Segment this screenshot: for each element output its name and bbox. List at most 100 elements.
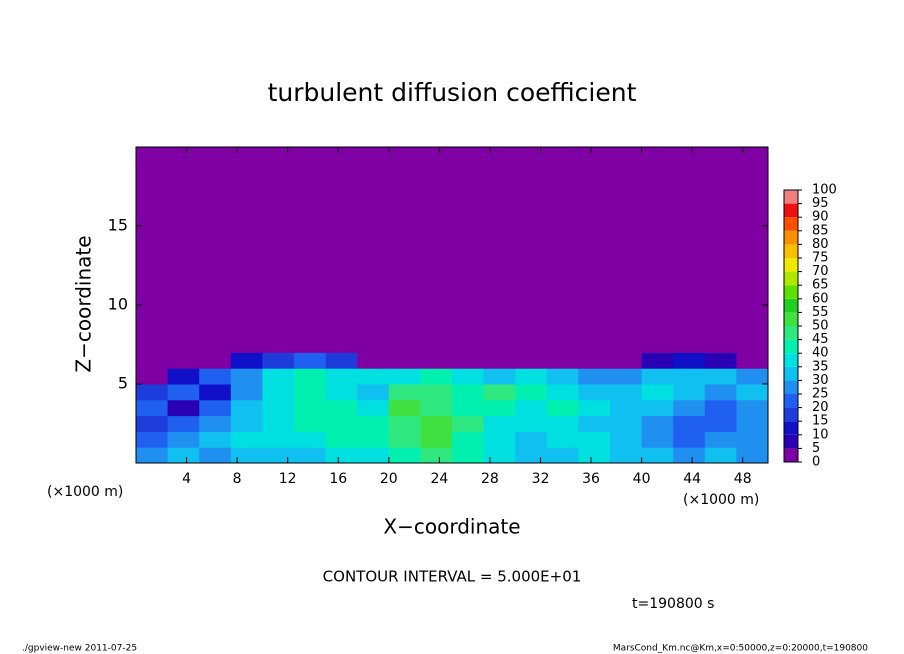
field-cell	[515, 447, 548, 464]
x-tick-label: 28	[481, 471, 499, 487]
field-cell	[420, 447, 453, 464]
field-cell	[136, 352, 169, 369]
field-cell	[704, 147, 737, 353]
field-cell	[325, 431, 358, 448]
colorbar-label: 25	[812, 387, 829, 402]
field-cell	[357, 399, 390, 417]
colorbar-label: 40	[812, 346, 829, 361]
field-cell	[262, 399, 295, 417]
field-cell	[452, 415, 485, 432]
field-cell	[136, 431, 169, 448]
field-cell	[294, 431, 327, 448]
time-label: t=190800 s	[632, 596, 714, 612]
colorbar-swatch	[784, 366, 798, 381]
field-cell	[167, 399, 200, 417]
footer-left: ./gpview-new 2011-07-25	[22, 644, 137, 654]
field-cell	[199, 384, 232, 401]
field-cell	[546, 384, 579, 401]
field-cell	[515, 415, 548, 432]
colorbar-swatch	[784, 217, 798, 231]
x-tick-label: 8	[233, 471, 242, 487]
field-cell	[420, 431, 453, 448]
field-cell	[546, 352, 579, 369]
x-tick-label: 24	[430, 471, 448, 487]
colorbar-swatch	[784, 244, 798, 258]
field-cell	[641, 431, 674, 448]
field-cell	[641, 399, 674, 417]
colorbar-swatch	[784, 285, 798, 299]
field-cell	[704, 415, 737, 432]
field-cell	[199, 147, 232, 353]
field-cell	[578, 399, 611, 417]
field-cell	[483, 447, 516, 464]
field-cell	[325, 447, 358, 464]
field-cell	[262, 384, 295, 401]
field-cell	[357, 384, 390, 401]
y-tick-label: 5	[118, 374, 128, 393]
colorbar-label: 55	[812, 305, 829, 320]
field-cell	[167, 431, 200, 448]
colorbar-label: 5	[812, 441, 820, 456]
field-cell	[515, 352, 548, 369]
field-cell	[262, 147, 295, 353]
field-cell	[199, 415, 232, 432]
field-cell	[515, 384, 548, 401]
chart-title: turbulent diffusion coefficient	[268, 78, 637, 107]
field-cell	[483, 147, 516, 353]
field-cell	[230, 368, 263, 385]
field-cell	[673, 431, 706, 448]
field-cell	[673, 352, 706, 369]
field-cell	[610, 147, 643, 353]
field-cell	[610, 415, 643, 432]
field-cell	[673, 399, 706, 417]
colorbar-swatch	[784, 407, 798, 422]
field-cell	[546, 431, 579, 448]
field-cell	[610, 368, 643, 385]
field-cell	[294, 352, 327, 369]
field-cell	[388, 431, 421, 448]
x-tick-label: 16	[329, 471, 347, 487]
field-cell	[325, 147, 358, 353]
field-cell	[199, 431, 232, 448]
field-cell	[546, 399, 579, 417]
field-cell	[673, 415, 706, 432]
field-cell	[736, 147, 769, 353]
x-tick-label: 4	[182, 471, 191, 487]
colorbar-label: 70	[812, 264, 829, 279]
field-cell	[167, 368, 200, 385]
field-cell	[262, 415, 295, 432]
field-cell	[388, 399, 421, 417]
field-cell	[452, 352, 485, 369]
field-cell	[357, 447, 390, 464]
field-cell	[420, 368, 453, 385]
field-cell	[610, 384, 643, 401]
colorbar-swatch	[784, 421, 798, 435]
colorbar-swatch	[784, 353, 798, 367]
field-cell	[230, 399, 263, 417]
colorbar-label: 20	[812, 400, 829, 415]
field-cell	[736, 352, 769, 369]
field-cell	[546, 368, 579, 385]
field-cell	[610, 447, 643, 464]
colorbar-label: 85	[812, 223, 829, 238]
colorbar-label: 90	[812, 210, 829, 225]
y-unit: (×1000 m)	[47, 484, 123, 500]
colorbar-label: 60	[812, 291, 829, 306]
colorbar-label: 50	[812, 319, 829, 334]
field-cell	[641, 447, 674, 464]
field-cell	[515, 147, 548, 353]
field-cell	[483, 384, 516, 401]
colorbar-swatch	[784, 203, 798, 218]
field-cell	[388, 447, 421, 464]
colorbar-swatch	[784, 326, 798, 340]
field-cell	[704, 352, 737, 369]
field-cell	[420, 352, 453, 369]
field-cell	[388, 368, 421, 385]
field-cell	[357, 147, 390, 353]
field-cell	[325, 368, 358, 385]
colorbar-swatch	[784, 394, 798, 408]
field-cell	[736, 399, 769, 417]
y-tick-label: 15	[108, 216, 128, 235]
field-cell	[230, 384, 263, 401]
